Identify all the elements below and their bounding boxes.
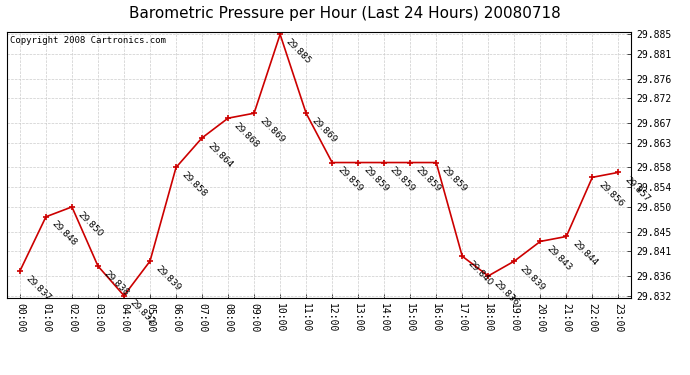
Text: 29.844: 29.844: [571, 239, 599, 268]
Text: 29.832: 29.832: [128, 298, 157, 327]
Text: 29.859: 29.859: [388, 165, 417, 194]
Text: 29.864: 29.864: [206, 141, 235, 169]
Text: 29.859: 29.859: [415, 165, 443, 194]
Text: 29.843: 29.843: [544, 244, 573, 273]
Text: 29.869: 29.869: [310, 116, 339, 145]
Text: 29.859: 29.859: [336, 165, 365, 194]
Text: 29.856: 29.856: [596, 180, 625, 209]
Text: 29.840: 29.840: [466, 259, 495, 288]
Text: 29.837: 29.837: [24, 274, 52, 302]
Text: 29.838: 29.838: [102, 269, 131, 297]
Text: 29.839: 29.839: [518, 264, 547, 292]
Text: 29.848: 29.848: [50, 219, 79, 248]
Text: Copyright 2008 Cartronics.com: Copyright 2008 Cartronics.com: [10, 36, 166, 45]
Text: 29.836: 29.836: [493, 279, 521, 308]
Text: 29.868: 29.868: [233, 121, 261, 150]
Text: 29.858: 29.858: [180, 170, 209, 199]
Text: Barometric Pressure per Hour (Last 24 Hours) 20080718: Barometric Pressure per Hour (Last 24 Ho…: [129, 6, 561, 21]
Text: 29.857: 29.857: [622, 175, 651, 204]
Text: 29.885: 29.885: [284, 37, 313, 66]
Text: 29.850: 29.850: [76, 210, 105, 238]
Text: 29.869: 29.869: [258, 116, 287, 145]
Text: 29.839: 29.839: [154, 264, 183, 292]
Text: 29.859: 29.859: [440, 165, 469, 194]
Text: 29.859: 29.859: [362, 165, 391, 194]
